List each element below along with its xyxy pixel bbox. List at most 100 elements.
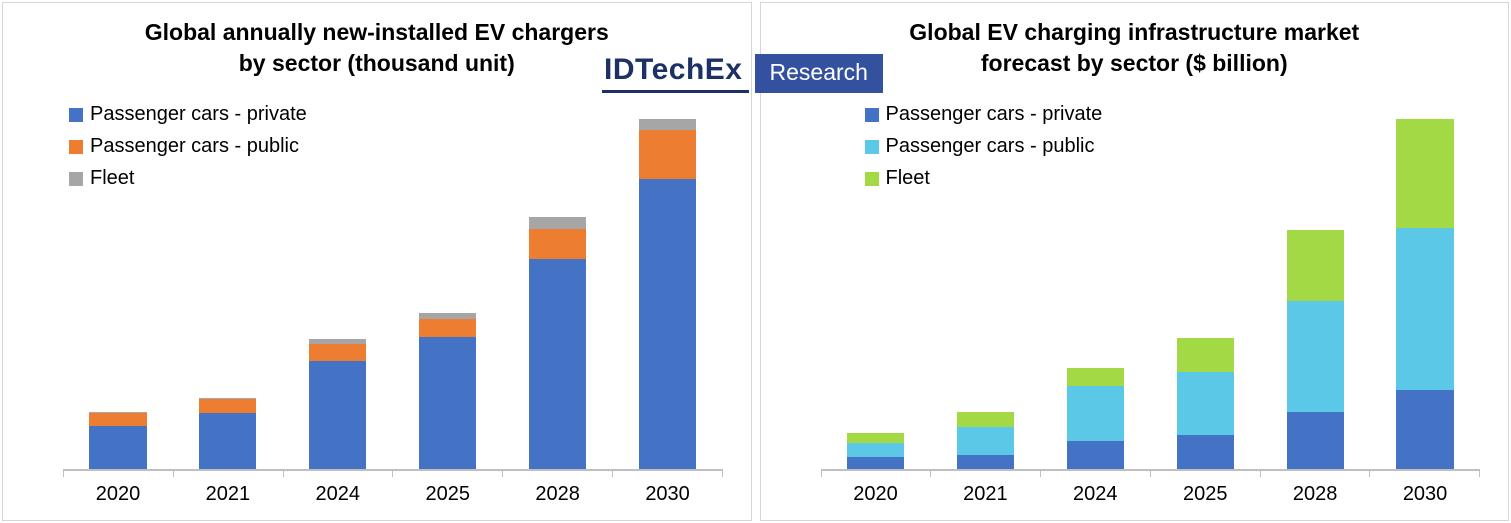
bar-segment-2028-passenger-cars-private — [529, 258, 587, 469]
x-label-2021: 2021 — [205, 483, 251, 505]
bar-2025 — [1176, 337, 1234, 469]
bar-segment-2028-passenger-cars-private — [1286, 412, 1344, 469]
x-label-2028: 2028 — [535, 483, 580, 505]
bar-column-2028 — [1260, 121, 1370, 469]
bar-segment-2020-fleet — [846, 432, 905, 443]
x-label-2024: 2024 — [1073, 483, 1118, 505]
bar-2021 — [956, 412, 1014, 469]
bar-segment-2025-passenger-cars-public — [419, 318, 477, 338]
axis-tick — [931, 471, 1041, 477]
bar-segment-2024-passenger-cars-public — [1066, 386, 1124, 441]
x-label-2028: 2028 — [1292, 483, 1338, 505]
legend-swatch-public — [69, 139, 83, 154]
bar-segment-2020-passenger-cars-private — [846, 456, 905, 469]
bar-column-2024 — [1040, 121, 1150, 469]
legend-item: Passenger cars - private — [69, 103, 307, 126]
legend-swatch-private — [69, 107, 83, 122]
bar-segment-2025-passenger-cars-public — [1176, 371, 1234, 435]
legend-label: Passenger cars - private — [90, 103, 307, 125]
axis-tick — [284, 471, 394, 477]
bar-column-2021 — [173, 121, 283, 469]
bar-segment-2020-passenger-cars-public — [89, 413, 147, 427]
bar-segment-2020-passenger-cars-private — [89, 426, 147, 469]
legend-label: Fleet — [885, 167, 930, 189]
axis-tick — [503, 471, 613, 477]
bar-segment-2021-fleet — [956, 412, 1014, 427]
axis-tick — [820, 471, 932, 477]
bar-column-2020 — [821, 121, 931, 469]
axis-tick — [1041, 471, 1151, 477]
bar-segment-2030-passenger-cars-private — [1396, 390, 1454, 469]
bar-2021 — [199, 397, 257, 469]
axis-tick — [1261, 471, 1371, 477]
bar-2030 — [638, 118, 697, 469]
bar-segment-2021-passenger-cars-public — [199, 399, 257, 414]
bar-segment-2024-passenger-cars-private — [309, 361, 367, 469]
axis-tick — [613, 471, 723, 477]
legend-label: Passenger cars - private — [885, 103, 1103, 125]
bar-segment-2024-passenger-cars-public — [309, 344, 367, 362]
bar-2028 — [1286, 230, 1344, 469]
idtechex-logo: IDTechEx Research — [602, 53, 883, 93]
x-label-2030: 2030 — [645, 483, 690, 505]
bar-2028 — [529, 216, 587, 469]
x-label-2024: 2024 — [315, 483, 361, 505]
bar-segment-2028-fleet — [529, 216, 587, 229]
bar-2024 — [1066, 367, 1124, 469]
bar-segment-2020-passenger-cars-public — [846, 442, 905, 457]
bar-segment-2030-fleet — [1396, 119, 1454, 229]
x-label-2020: 2020 — [95, 483, 141, 505]
chart-title: Global annually new-installed EV charger… — [144, 19, 609, 77]
legend-swatch-public — [864, 139, 879, 154]
axis-tick — [393, 471, 503, 477]
bar-column-2028 — [503, 121, 613, 469]
legend: Passenger cars - private Passenger cars … — [69, 103, 307, 190]
bar-segment-2030-fleet — [638, 118, 697, 130]
bar-segment-2024-fleet — [309, 338, 367, 345]
bar-segment-2025-fleet — [419, 313, 477, 319]
bar-segment-2028-fleet — [1286, 230, 1344, 302]
bar-segment-2021-passenger-cars-public — [956, 426, 1014, 455]
bar-segment-2030-passenger-cars-public — [1396, 228, 1454, 391]
axis-tick — [174, 471, 284, 477]
legend-swatch-fleet — [69, 171, 83, 186]
legend-swatch-private — [864, 107, 879, 122]
bar-2024 — [309, 338, 367, 469]
x-label-2025: 2025 — [425, 483, 470, 505]
axis-ticks — [820, 471, 1480, 477]
bar-segment-2025-fleet — [1176, 337, 1234, 372]
legend-item: Passenger cars - public — [69, 135, 307, 158]
legend-label: Passenger cars - public — [885, 135, 1095, 157]
bars — [63, 118, 723, 471]
chart-panel-ev-chargers: Global annually new-installed EV charger… — [2, 2, 752, 521]
legend-item: Passenger cars - private — [864, 103, 1103, 126]
bar-2020 — [846, 432, 905, 469]
plot-area: 2020 2021 2024 2025 2028 2030 — [820, 119, 1481, 506]
axis-tick — [1151, 471, 1261, 477]
x-label-2020: 2020 — [853, 483, 898, 505]
legend-label: Passenger cars - public — [90, 135, 299, 157]
bar-segment-2024-passenger-cars-private — [1066, 440, 1124, 469]
bar-2025 — [419, 313, 477, 469]
logo-brand-text: IDTechEx — [602, 53, 749, 93]
bar-column-2025 — [393, 121, 503, 469]
logo-research-badge: Research — [754, 54, 883, 93]
chart-panel-market-forecast: Global EV charging infrastructure market… — [759, 2, 1509, 521]
x-label-2021: 2021 — [963, 483, 1008, 505]
plot-area: 2020 2021 2024 2025 2028 2030 — [63, 118, 723, 506]
axis-tick — [1370, 471, 1480, 477]
bar-segment-2030-passenger-cars-public — [638, 129, 697, 179]
bar-segment-2025-passenger-cars-private — [419, 337, 477, 469]
bar-segment-2021-passenger-cars-private — [956, 454, 1014, 469]
bar-segment-2024-fleet — [1066, 367, 1124, 387]
bar-segment-2028-passenger-cars-public — [529, 228, 587, 259]
axis-ticks — [63, 471, 723, 477]
bar-segment-2028-passenger-cars-public — [1286, 301, 1344, 413]
bar-segment-2030-passenger-cars-private — [638, 178, 697, 469]
axis-tick — [63, 471, 174, 477]
x-axis-labels: 2020 2021 2024 2025 2028 2030 — [821, 477, 1481, 506]
x-label-2030: 2030 — [1402, 483, 1448, 505]
chart-title: Global EV charging infrastructure market… — [909, 19, 1360, 77]
bar-column-2030 — [1370, 119, 1480, 469]
